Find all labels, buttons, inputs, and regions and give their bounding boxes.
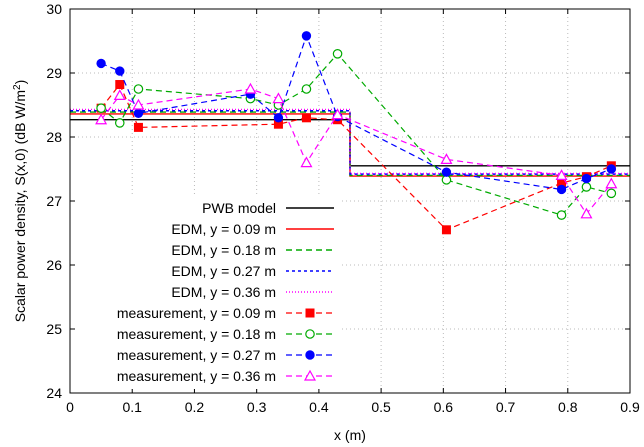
data-point [581,182,592,192]
y-axis-title-main: Scalar power density, S(x,0) (dB W/m [12,90,28,322]
data-point [113,89,126,101]
legend-entry: measurement, y = 0.18 m [117,326,334,342]
data-point [556,184,567,195]
ticks: 0 0.1 0.2 0.3 0.4 0.5 0.6 0.7 0.8 0.9 24 25 26 27 28 29… [46,1,640,415]
legend-entry: PWB model [202,200,334,216]
data-point [606,188,617,199]
legend-marker [305,308,315,318]
x-tick-label: 0.7 [496,399,516,415]
data-point [115,66,125,76]
y-axis-title-end: ) [12,80,28,85]
x-tick-label: 0.6 [434,399,454,415]
x-tick-label: 0.5 [371,399,391,415]
x-tick-label: 0.2 [185,399,205,415]
legend-entry: EDM, y = 0.18 m [171,242,334,258]
legend-label: PWB model [202,200,276,216]
data-point [441,225,451,235]
y-tick-label: 26 [46,257,62,273]
data-point [133,122,143,132]
legend-label: EDM, y = 0.18 m [171,242,276,258]
legend-entry: measurement, y = 0.36 m [117,368,334,384]
data-point [555,169,568,180]
legend-label: measurement, y = 0.36 m [117,368,276,384]
data-point [440,153,453,164]
x-tick-label: 0.1 [122,399,142,415]
legend-marker [303,369,317,381]
data-point [301,84,312,94]
y-axis-title: Scalar power density, S(x,0) (dB W/m2) [12,80,28,323]
series-line [70,108,630,175]
x-axis-title: x (m) [334,427,366,443]
legend-entry: EDM, y = 0.36 m [171,284,334,300]
legend-label: EDM, y = 0.27 m [171,263,276,279]
x-tick-label: 0.9 [620,399,640,415]
data-point [244,82,257,94]
x-tick-label: 0.8 [558,399,578,415]
legend-background [76,194,342,389]
data-point [606,164,617,174]
series-4 [70,108,630,175]
legend-marker [305,350,315,360]
series-line [70,110,630,175]
data-point [95,113,108,125]
data-point [96,103,106,113]
data-point [115,80,125,90]
data-point [273,113,284,123]
legend-entry: EDM, y = 0.27 m [171,263,334,279]
legend: PWB model EDM, y = 0.09 m EDM, y = 0.18 m E… [76,194,342,389]
data-point [605,177,618,189]
data-point [96,58,106,69]
data-point [332,48,343,59]
legend-entry: measurement, y = 0.27 m [117,347,334,363]
x-tick-label: 0.4 [309,399,329,415]
y-tick-label: 29 [46,65,62,81]
legend-label: EDM, y = 0.09 m [171,221,276,237]
legend-entry: measurement, y = 0.09 m [117,305,334,321]
series-8 [95,82,618,219]
data-point [301,31,312,41]
x-tick-label: 0 [66,399,74,415]
data-point [272,92,285,104]
data-point [132,98,145,110]
series-3 [70,110,630,175]
data-point [441,175,452,185]
y-tick-label: 30 [46,1,62,17]
legend-marker [305,329,315,339]
y-tick-label: 27 [46,193,62,209]
data-point [441,167,452,177]
data-point [331,108,344,120]
legend-label: EDM, y = 0.36 m [171,284,276,300]
y-axis-title-sup: 2 [12,84,23,90]
y-tick-label: 28 [46,129,62,145]
x-tick-label: 0.3 [247,399,267,415]
data-point [301,113,311,123]
data-point [581,173,592,184]
data-point [114,118,125,128]
legend-entry: EDM, y = 0.09 m [171,221,334,237]
y-tick-label: 25 [46,321,62,337]
data-point [556,210,567,220]
data-point [133,84,144,94]
y-tick-label: 24 [46,385,62,401]
series-layer [70,31,630,235]
legend-label: measurement, y = 0.18 m [117,326,276,342]
series-line [100,52,612,216]
series-6 [96,48,617,220]
data-point [133,108,144,119]
data-point [580,207,593,219]
data-point [300,156,313,168]
legend-label: measurement, y = 0.09 m [117,305,276,321]
legend-label: measurement, y = 0.27 m [117,347,276,363]
